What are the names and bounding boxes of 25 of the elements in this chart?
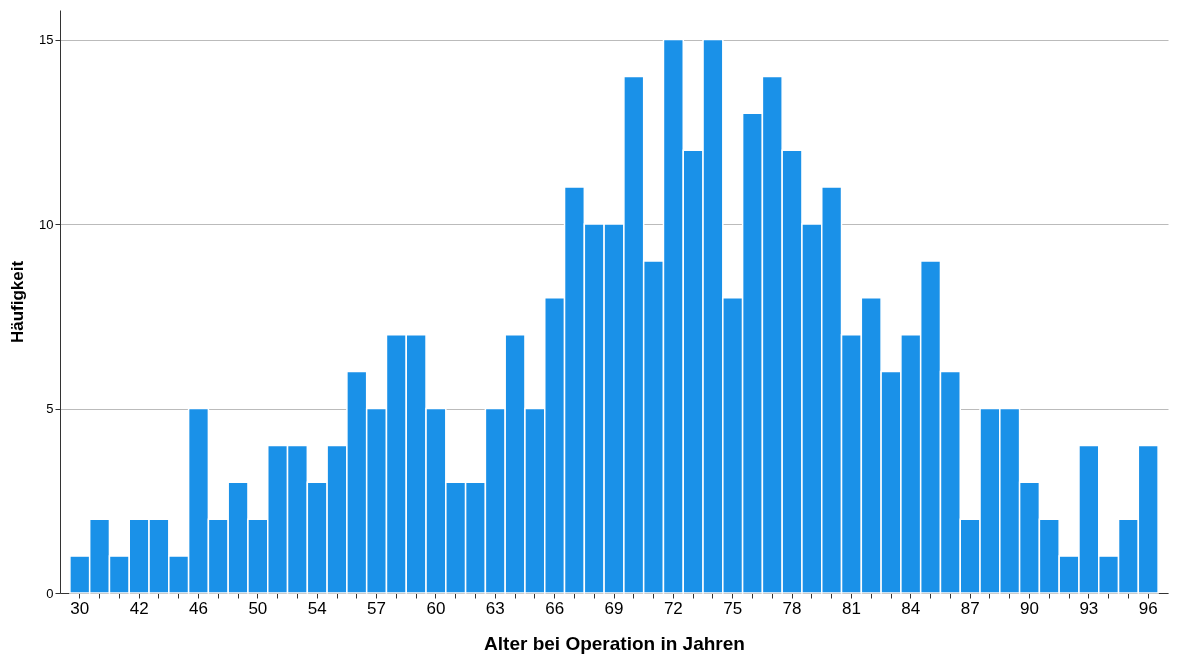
x-tick-label: 69 <box>604 598 624 618</box>
y-tick-label: 5 <box>46 401 54 417</box>
x-tick-label: 46 <box>189 598 208 618</box>
x-tick-label: 81 <box>841 598 861 618</box>
x-tick-label: 57 <box>367 598 387 618</box>
x-tick-label: 84 <box>901 598 921 618</box>
x-tick-label: 87 <box>960 598 980 618</box>
x-tick-label: 90 <box>1020 598 1039 618</box>
x-tick-label: 50 <box>248 598 268 618</box>
x-tick-label: 60 <box>426 598 446 618</box>
x-tick-label: 96 <box>1138 598 1158 618</box>
x-tick-label: 42 <box>129 598 149 618</box>
y-tick-label: 15 <box>39 32 54 48</box>
x-tick-label: 54 <box>307 598 327 618</box>
x-tick-label: 75 <box>723 598 743 618</box>
x-tick-label: 63 <box>485 598 505 618</box>
x-tick-label: 78 <box>782 598 802 618</box>
x-tick-label: 93 <box>1079 598 1099 618</box>
y-tick-label: 0 <box>46 585 54 601</box>
x-tick-label: 72 <box>663 598 683 618</box>
x-axis-title: Alter bei Operation in Jahren <box>484 632 745 654</box>
y-tick-label: 10 <box>39 216 54 232</box>
y-axis-title: Häufigkeit <box>8 260 28 344</box>
x-tick-label: 66 <box>545 598 565 618</box>
x-tick-label: 30 <box>70 598 90 618</box>
